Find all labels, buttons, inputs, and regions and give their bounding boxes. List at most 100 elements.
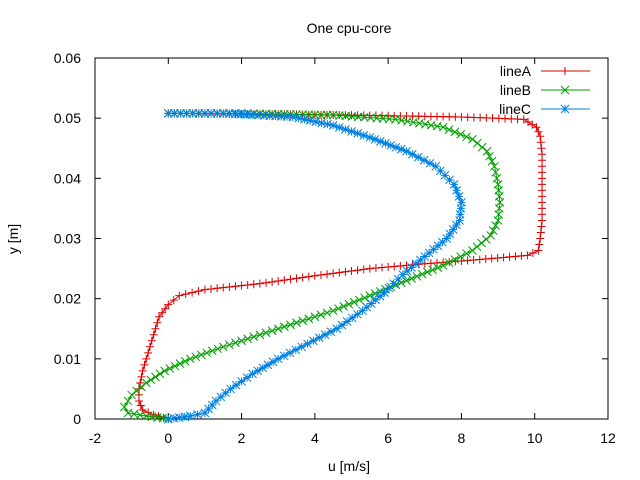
data-point-lineC — [224, 109, 234, 119]
data-point-lineA — [298, 273, 307, 282]
data-point-lineC — [303, 339, 312, 349]
data-point-lineA — [371, 264, 380, 273]
data-point-lineC — [452, 220, 461, 230]
data-point-lineC — [226, 384, 235, 394]
data-point-lineA — [155, 312, 164, 321]
data-point-lineA — [537, 222, 546, 231]
data-point-lineA — [310, 271, 319, 280]
data-point-lineC — [413, 152, 423, 162]
data-point-lineB — [462, 249, 471, 258]
data-point-lineA — [329, 269, 338, 278]
data-point-lineA — [384, 262, 393, 271]
data-point-lineB — [486, 231, 496, 240]
data-point-lineC — [169, 413, 179, 423]
data-point-lineB — [279, 322, 289, 332]
data-point-lineB — [180, 356, 190, 366]
data-point-lineA — [390, 262, 399, 271]
data-point-lineA — [169, 296, 178, 305]
data-point-lineB — [468, 246, 477, 255]
data-point-lineB — [170, 361, 180, 371]
data-point-lineB — [151, 372, 160, 382]
data-point-lineB — [155, 369, 165, 379]
data-point-lineC — [402, 266, 412, 276]
data-point-lineA — [213, 284, 222, 293]
data-point-lineB — [428, 265, 437, 275]
data-point-lineB — [487, 156, 497, 166]
data-point-lineC — [431, 161, 441, 171]
data-point-lineB — [213, 344, 223, 354]
data-point-lineC — [375, 137, 385, 146]
data-point-lineC — [259, 111, 269, 120]
data-point-lineA — [268, 277, 277, 286]
data-point-lineC — [332, 324, 342, 334]
data-point-lineA — [286, 275, 295, 284]
data-point-lineC — [323, 119, 332, 129]
data-point-lineC — [282, 112, 292, 122]
data-point-lineB — [360, 293, 369, 303]
chart-title: One cpu-core — [307, 20, 392, 36]
data-point-lineC — [247, 110, 257, 120]
data-point-lineA — [164, 300, 173, 309]
data-point-lineB — [477, 142, 487, 152]
data-point-lineA — [365, 264, 374, 273]
data-point-lineA — [243, 280, 252, 289]
data-point-lineC — [342, 317, 352, 326]
data-point-lineC — [211, 396, 221, 406]
legend-marker-lineC — [560, 104, 570, 114]
data-point-lineA — [499, 253, 508, 262]
data-point-lineC — [358, 306, 367, 316]
data-point-lineC — [291, 345, 301, 355]
y-tick-label: 0.04 — [54, 170, 81, 186]
data-point-lineA — [536, 234, 545, 243]
data-point-lineC — [391, 142, 401, 152]
y-tick-label: 0.01 — [54, 351, 81, 367]
data-point-lineC — [398, 270, 408, 279]
data-point-lineA — [316, 271, 325, 280]
x-tick-label: 4 — [311, 430, 319, 446]
data-point-lineA — [255, 279, 264, 288]
data-point-lineC — [236, 109, 246, 119]
data-point-lineC — [337, 320, 347, 330]
data-point-lineC — [288, 112, 298, 122]
data-point-lineA — [536, 138, 545, 147]
data-point-lineC — [347, 313, 357, 323]
data-point-lineB — [450, 127, 460, 137]
data-point-lineC — [455, 216, 464, 225]
axes: -2 0 2 4 6 8 10 12 0 0.01 0.02 0.03 0.04 0.05 0.06 — [54, 50, 616, 446]
data-point-lineA — [262, 278, 270, 287]
data-point-lineC — [221, 388, 231, 398]
data-point-lineC — [347, 127, 356, 136]
data-point-lineB — [132, 386, 141, 396]
data-point-lineC — [381, 138, 390, 148]
data-point-lineC — [334, 123, 344, 132]
data-point-lineB — [127, 390, 136, 400]
y-tick-label: 0 — [73, 411, 81, 427]
data-point-lineC — [359, 131, 369, 140]
data-point-lineA — [188, 288, 197, 297]
data-point-lineB — [456, 252, 466, 261]
data-point-lineB — [160, 366, 169, 376]
y-tick-label: 0.02 — [54, 291, 81, 307]
data-point-lineC — [174, 413, 184, 422]
data-point-lineA — [145, 342, 154, 351]
data-point-lineB — [444, 258, 454, 267]
data-point-lineC — [452, 186, 461, 195]
data-point-lineC — [309, 336, 318, 346]
data-point-lineB — [207, 346, 217, 356]
data-point-lineB — [196, 350, 206, 360]
data-point-lineC — [416, 255, 425, 265]
data-point-lineB — [488, 226, 498, 235]
data-point-lineC — [300, 115, 309, 124]
data-point-lineB — [481, 234, 491, 244]
data-point-lineA — [528, 120, 537, 129]
data-point-lineB — [407, 274, 417, 283]
data-point-lineC — [353, 129, 362, 138]
data-point-lineB — [417, 269, 427, 279]
data-point-lineC — [449, 179, 459, 189]
data-point-lineC — [326, 327, 336, 337]
data-point-lineB — [381, 284, 390, 294]
data-point-lineA — [249, 280, 258, 289]
data-point-lineC — [445, 175, 454, 185]
data-point-lineC — [442, 234, 452, 243]
